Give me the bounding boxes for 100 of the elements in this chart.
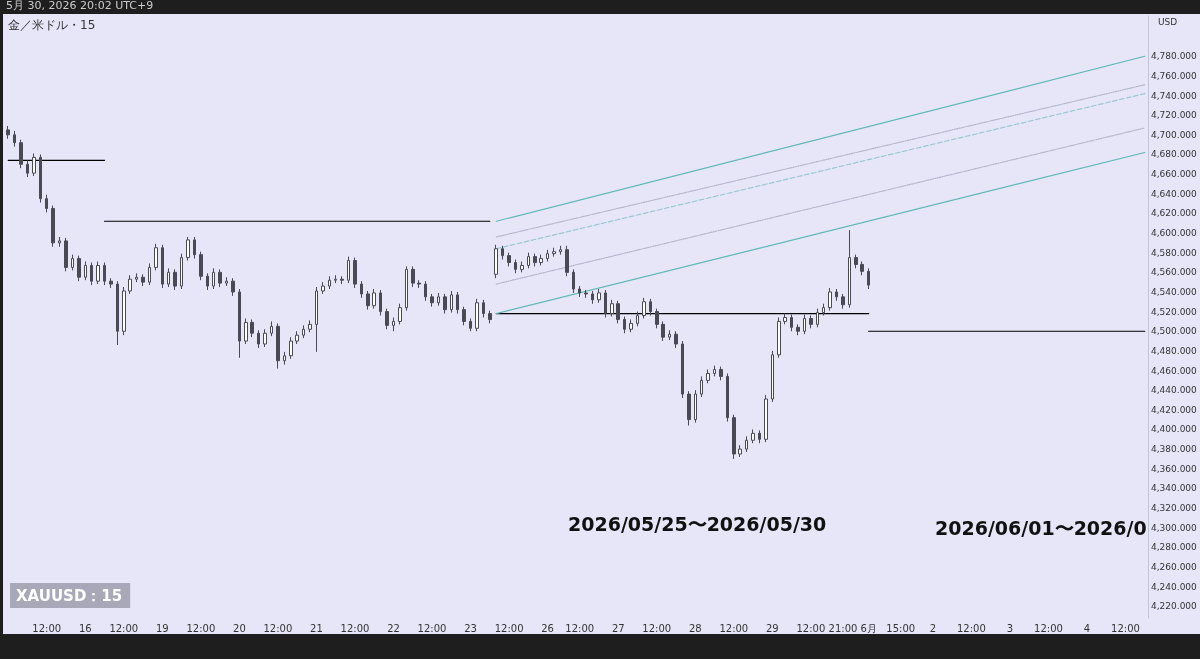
candlestick [392,316,395,332]
candlestick [713,365,716,377]
candlestick [51,205,55,248]
candlestick [6,125,10,140]
candlestick [771,350,774,403]
annotation: XAUUSD：15 [16,586,123,605]
y-tick-label: 4,280.000 [1151,542,1198,553]
candlestick [790,314,793,332]
candlestick [732,414,736,460]
candlestick [443,293,447,315]
x-tick-label: 21:00 [828,622,858,634]
x-tick-label: 12:00 [494,622,524,634]
candlestick [64,237,68,272]
candlestick [745,435,748,453]
candlestick [764,394,768,443]
candlestick [597,288,601,304]
candlestick [649,298,652,317]
candlestick [186,236,190,262]
y-tick-label: 4,540.000 [1151,286,1198,297]
candlestick [687,390,691,427]
y-tick-label: 4,380.000 [1151,444,1198,455]
candlestick [225,276,228,287]
y-tick-label: 4,220.000 [1151,601,1198,612]
candlestick [796,323,800,336]
y-tick-label: 4,440.000 [1151,385,1198,396]
x-tick-label: 12:00 [1034,622,1063,634]
candlestick [610,299,614,318]
x-tick-label: 19 [155,622,169,634]
candlestick [135,272,138,283]
candlestick [199,251,203,281]
candlestick [308,319,312,333]
candlestick [238,288,241,359]
x-tick-label: 12:00 [186,622,216,634]
x-tick-label: 15:00 [886,622,916,634]
candlestick [206,272,209,291]
candlestick [520,261,524,273]
candlestick [193,236,196,260]
x-tick-label: 12:00 [109,622,139,634]
candlestick [751,428,755,444]
candlestick [854,254,858,269]
candlestick [96,261,100,285]
x-tick-label: 23 [464,622,477,634]
candlestick [758,429,761,444]
candlestick [109,277,113,289]
candlestick [514,259,517,274]
y-tick-label: 4,660.000 [1151,169,1198,180]
candlestick [231,277,235,297]
candlestick [565,245,569,277]
candlestick [148,262,151,286]
y-tick-label: 4,700.000 [1151,129,1198,140]
y-tick-label: 4,740.000 [1151,90,1198,101]
candlestick [475,298,479,332]
candlestick [103,262,106,286]
candlestick [738,444,742,458]
candlestick [180,253,183,290]
y-tick-label: 4,560.000 [1151,267,1198,278]
x-tick-label: 12:00 [32,622,62,634]
candlestick [726,372,729,423]
candlestick [430,293,434,308]
candlestick [681,340,684,399]
y-axis-title: USD [1158,16,1178,27]
candlestick [90,262,93,286]
candlestick [694,389,697,424]
candlestick [212,267,215,290]
candlestick [398,303,402,325]
candlestick [13,130,16,148]
candlestick [584,289,588,299]
y-tick-label: 4,620.000 [1151,208,1198,219]
candlestick [822,303,825,317]
text: 5月 30, 2026 20:02 UTC+9 [6,0,154,12]
candlestick [642,297,646,319]
candlestick [501,245,504,261]
candlestick [674,330,678,349]
x-tick-label: 12:00 [565,622,595,634]
x-tick-label: 4 [1083,622,1091,634]
candlestick [385,308,389,330]
candlestick [122,286,126,336]
x-tick-label: 27 [611,622,625,634]
candlestick [462,306,466,326]
candlestick [289,336,293,360]
candlestick [295,330,299,345]
candlestick [372,288,376,310]
y-tick-label: 4,340.000 [1151,483,1198,494]
candlestick [328,275,331,290]
candlestick [809,315,813,329]
candlestick [405,265,408,312]
candlestick [450,290,453,314]
candlestick [39,153,42,204]
candlestick [283,351,286,366]
candlestick [379,289,382,317]
y-tick-label: 4,320.000 [1151,503,1198,514]
x-tick-label: 12:00 [417,622,447,634]
candlestick [507,252,511,267]
candlestick [469,317,472,332]
candlestick [552,247,556,258]
y-tick-label: 4,260.000 [1151,561,1198,572]
y-tick-label: 4,720.000 [1151,110,1198,121]
candlestick [257,329,260,349]
candlestick [828,287,832,312]
y-tick-label: 4,300.000 [1151,522,1198,533]
